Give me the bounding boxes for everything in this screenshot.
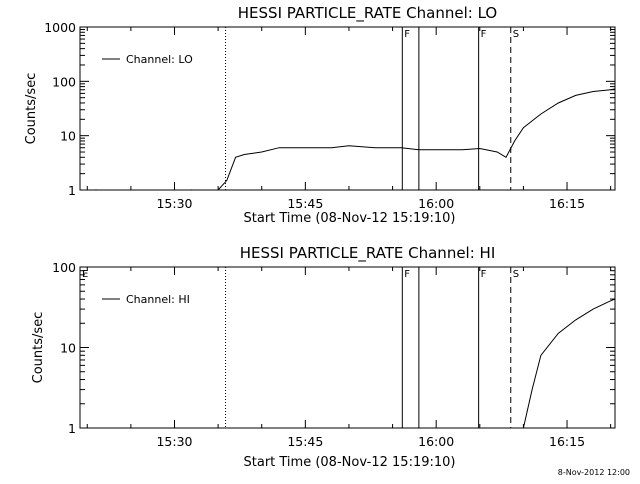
hi-chart-title: HESSI PARTICLE_RATE Channel: HI xyxy=(240,244,496,263)
lo-y-tick-label: 1 xyxy=(68,183,76,198)
lo-x-tick-label: 15:45 xyxy=(287,196,323,211)
lo-y-tick-label: 100 xyxy=(52,74,76,89)
hi-x-tick-label: 15:45 xyxy=(287,434,323,449)
hi-marker-label: E xyxy=(82,269,88,280)
hi-marker-label: F xyxy=(481,269,487,280)
hi-marker-label: F xyxy=(404,269,410,280)
lo-x-tick-label: 15:30 xyxy=(156,196,192,211)
hi-x-tick-label: 15:30 xyxy=(156,434,192,449)
lo-x-axis-label: Start Time (08-Nov-12 15:19:10) xyxy=(244,211,456,226)
lo-legend-label: Channel: LO xyxy=(126,53,193,66)
lo-chart-title: HESSI PARTICLE_RATE Channel: LO xyxy=(238,4,497,23)
lo-x-tick-label: 16:15 xyxy=(549,196,585,211)
hi-legend-label: Channel: HI xyxy=(126,293,190,306)
footer-timestamp: 8-Nov-2012 12:00 xyxy=(558,468,630,477)
hi-y-tick-label: 10 xyxy=(60,341,76,356)
lo-marker-label: F xyxy=(404,29,410,40)
lo-marker-label: F xyxy=(481,29,487,40)
hi-x-tick-label: 16:00 xyxy=(418,434,454,449)
hi-y-tick-label: 1 xyxy=(68,421,76,436)
hi-y-tick-label: 100 xyxy=(52,260,76,275)
lo-y-tick-label: 10 xyxy=(60,129,76,144)
hi-x-axis-label: Start Time (08-Nov-12 15:19:10) xyxy=(244,455,456,470)
lo-marker-label: S xyxy=(513,29,519,40)
lo-series-line xyxy=(79,79,640,206)
lo-x-tick-label: 16:00 xyxy=(418,196,454,211)
lo-plot-frame xyxy=(80,27,615,190)
lo-y-axis-label: Counts/sec xyxy=(24,73,39,145)
hi-marker-label: S xyxy=(513,269,519,280)
lo-y-tick-label: 1000 xyxy=(44,20,76,35)
hi-plot-frame xyxy=(80,267,615,428)
hi-x-tick-label: 16:15 xyxy=(549,434,585,449)
hi-y-axis-label: Counts/sec xyxy=(31,312,46,384)
